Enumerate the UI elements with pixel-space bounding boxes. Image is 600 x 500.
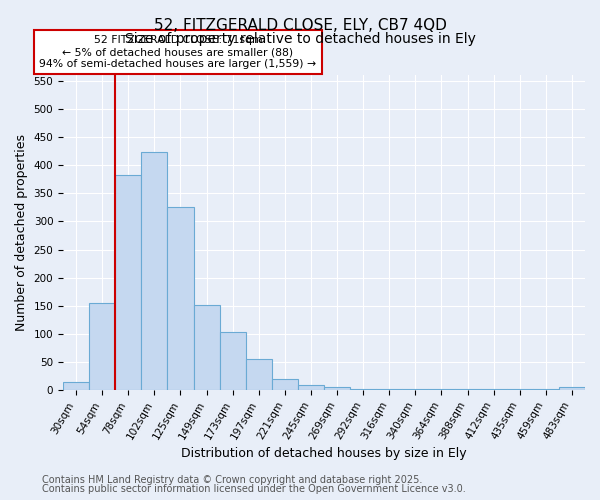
Bar: [220, 332, 246, 390]
Bar: [403, 389, 428, 390]
Bar: [455, 389, 481, 390]
Bar: [481, 389, 507, 390]
Bar: [350, 388, 376, 390]
Bar: [507, 389, 533, 390]
Text: 52 FITZGERALD CLOSE: 71sqm
← 5% of detached houses are smaller (88)
94% of semi-: 52 FITZGERALD CLOSE: 71sqm ← 5% of detac…: [39, 36, 316, 68]
Bar: [167, 208, 194, 390]
Bar: [298, 384, 324, 390]
Bar: [194, 304, 220, 390]
Y-axis label: Number of detached properties: Number of detached properties: [15, 134, 28, 331]
Bar: [142, 152, 167, 390]
Text: Size of property relative to detached houses in Ely: Size of property relative to detached ho…: [125, 32, 475, 46]
Bar: [246, 360, 272, 390]
Text: Contains public sector information licensed under the Open Government Licence v3: Contains public sector information licen…: [42, 484, 466, 494]
Bar: [89, 303, 115, 390]
Text: Contains HM Land Registry data © Crown copyright and database right 2025.: Contains HM Land Registry data © Crown c…: [42, 475, 422, 485]
Bar: [272, 379, 298, 390]
Bar: [324, 388, 350, 390]
Bar: [533, 389, 559, 390]
Text: 52, FITZGERALD CLOSE, ELY, CB7 4QD: 52, FITZGERALD CLOSE, ELY, CB7 4QD: [154, 18, 446, 32]
Bar: [115, 175, 142, 390]
Bar: [559, 388, 585, 390]
Bar: [428, 389, 455, 390]
Bar: [63, 382, 89, 390]
X-axis label: Distribution of detached houses by size in Ely: Distribution of detached houses by size …: [181, 447, 467, 460]
Bar: [376, 388, 403, 390]
